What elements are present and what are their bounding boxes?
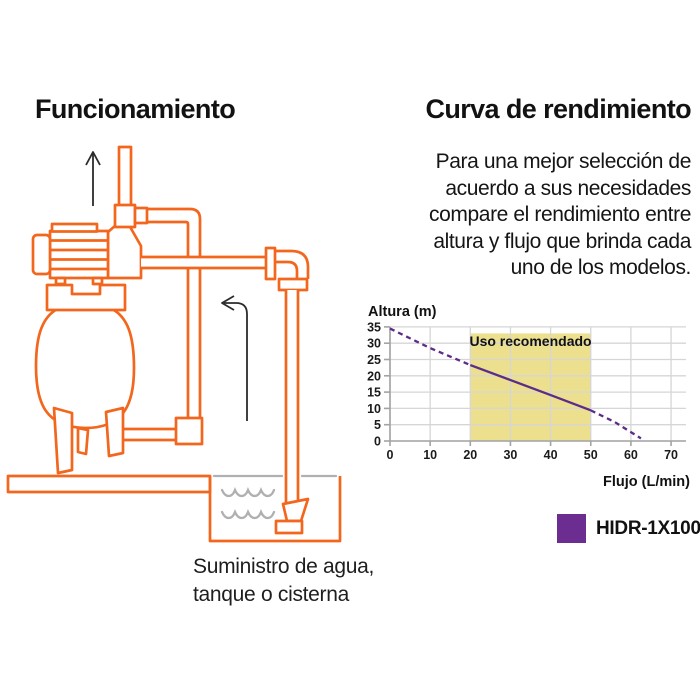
y-tick-label: 0	[374, 435, 381, 449]
cistern	[208, 474, 342, 543]
intro-paragraph: Para una mejor selección de acuerdo a su…	[429, 150, 691, 280]
series-line-solid	[469, 363, 592, 412]
x-axis-title: Flujo (L/min)	[603, 474, 690, 490]
series-line-dashed-left	[389, 327, 471, 367]
recommended-region-label: Uso recomendado	[469, 333, 591, 349]
x-tick-label: 50	[584, 448, 598, 462]
x-tick-label: 20	[463, 448, 477, 462]
y-axis-title: Altura (m)	[368, 304, 437, 320]
water-supply-caption: Suministro de agua, tanque o cisterna	[193, 555, 375, 606]
y-tick-label: 5	[374, 418, 381, 432]
x-tick-label: 10	[423, 448, 437, 462]
discharge-pipe	[113, 145, 149, 229]
flow-up-arrow-icon	[85, 151, 101, 206]
y-tick-label: 30	[367, 337, 381, 351]
y-tick-label: 35	[367, 320, 381, 334]
tank-legs	[52, 406, 125, 475]
pressure-tank	[34, 305, 136, 430]
section-title-curva: Curva de rendimiento	[425, 94, 691, 124]
section-title-funcionamiento: Funcionamiento	[35, 94, 236, 124]
series-line-dashed-right	[590, 409, 642, 440]
x-tick-label: 40	[544, 448, 558, 462]
y-tick-label: 15	[367, 386, 381, 400]
foot-valve	[274, 497, 310, 535]
y-tick-label: 25	[367, 353, 381, 367]
y-tick-label: 10	[367, 402, 381, 416]
legend-swatch	[557, 514, 586, 543]
y-tick-label: 20	[367, 369, 381, 383]
water-waves	[220, 486, 276, 520]
main-horizontal-pipe	[141, 255, 268, 270]
x-tick-label: 70	[664, 448, 678, 462]
x-tick-label: 0	[387, 448, 394, 462]
outlet-elbow	[174, 416, 204, 446]
suction-pipe	[284, 290, 300, 505]
chart-legend: HIDR-1X100	[557, 514, 700, 543]
x-tick-label: 30	[503, 448, 517, 462]
branch-pipe	[147, 207, 202, 418]
x-tick-label: 60	[624, 448, 638, 462]
elbow-fitting	[264, 246, 310, 292]
motor-fins	[50, 239, 108, 271]
legend-model-label: HIDR-1X100	[596, 517, 700, 539]
flow-left-arrow-icon	[221, 295, 248, 421]
